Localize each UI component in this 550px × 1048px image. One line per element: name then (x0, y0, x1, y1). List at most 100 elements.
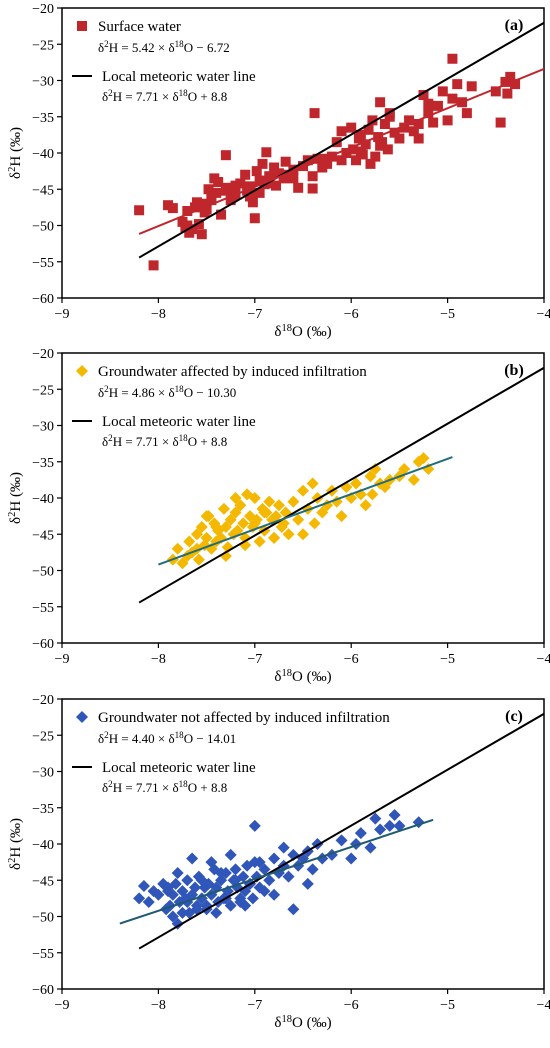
panel-1: −20 −25 −30 −35 −40 −45 −50 −55 −60−9 −8 −7 −6 −5 −4 δ… (7, 2, 550, 340)
data-point (413, 119, 424, 129)
data-point (162, 885, 175, 898)
x-tick-label: −4 (537, 998, 550, 1013)
x-axis-label-post: O (‰) (292, 1015, 332, 1031)
data-point (404, 115, 415, 126)
data-point (336, 155, 347, 166)
x-axis-label-pre: δ (274, 1015, 281, 1031)
y-tick-label: −25 (32, 38, 54, 53)
y-tick-label: −50 (32, 911, 54, 926)
data-point (171, 867, 184, 879)
y-axis-label-post: H (‰) (8, 127, 24, 167)
data-point (389, 127, 400, 138)
data-point (367, 115, 378, 126)
data-point (282, 870, 295, 883)
data-point (239, 899, 252, 912)
data-point (190, 202, 201, 213)
data-point (264, 171, 275, 182)
x-tick-label: −9 (55, 307, 70, 322)
legend-label: Groundwater affected by induced infiltra… (98, 364, 367, 380)
data-point (271, 180, 282, 191)
data-point (383, 819, 396, 832)
data-point (195, 874, 208, 887)
x-tick-label: −5 (440, 652, 455, 667)
data-point (288, 173, 299, 184)
data-point (510, 79, 521, 90)
legend-equation: δ2H = 7.71 × δ18O + 8.8 (102, 88, 227, 104)
data-point (270, 510, 283, 523)
x-tick-label: −8 (151, 307, 166, 322)
data-point (308, 517, 321, 530)
data-point (407, 473, 420, 486)
y-tick-label: −50 (32, 220, 54, 235)
legend-equation-pre: δ (102, 780, 108, 795)
legend-label: Local meteoric water line (102, 760, 256, 776)
data-point (203, 184, 214, 195)
legend-equation-mid: H = 7.71 × δ (113, 434, 179, 449)
panel-label: (b) (504, 362, 524, 379)
data-point (220, 185, 231, 196)
data-point (466, 81, 477, 92)
data-point (346, 122, 357, 133)
legend-label: Local meteoric water line (102, 414, 256, 430)
x-axis-label-sup: 18 (282, 323, 293, 334)
legend-equation-pre: δ (98, 40, 104, 55)
data-point (379, 119, 390, 129)
data-point (247, 197, 258, 208)
data-point (350, 477, 363, 490)
data-point (354, 827, 367, 840)
data-point (224, 513, 237, 526)
data-point (375, 97, 386, 108)
data-point (268, 888, 281, 901)
y-tick-label: −20 (32, 2, 54, 17)
y-tick-label: −45 (32, 874, 54, 889)
data-point (366, 488, 379, 501)
legend-equation-post: O + 8.8 (188, 89, 227, 104)
data-point (201, 204, 212, 215)
regression-line (119, 818, 434, 925)
data-point (246, 892, 259, 905)
data-point (263, 495, 276, 508)
data-point (364, 841, 377, 854)
data-point (182, 220, 193, 231)
legend-equation-post: O − 10.30 (184, 385, 236, 400)
data-point (251, 166, 262, 177)
data-point (192, 553, 205, 566)
x-tick-label: −9 (55, 998, 70, 1013)
data-point (382, 144, 393, 155)
data-point (234, 499, 247, 512)
data-point (297, 528, 309, 541)
data-point (369, 463, 382, 475)
legend-equation-pre: δ (102, 89, 108, 104)
panel-label: (c) (505, 708, 523, 725)
y-tick-label: −35 (32, 111, 54, 126)
data-point (215, 874, 228, 887)
data-point (210, 521, 223, 533)
y-axis-label: δ2H (‰) (7, 127, 25, 179)
plot-area (138, 366, 544, 604)
legend-marker (76, 365, 88, 377)
data-point (213, 177, 224, 187)
data-point (365, 158, 376, 169)
y-axis-label-pre: δ (8, 863, 24, 870)
y-tick-label: −60 (32, 292, 54, 307)
x-tick-label: −6 (344, 652, 359, 667)
x-axis-label-sup: 18 (282, 1014, 293, 1025)
data-point (322, 153, 333, 164)
x-tick-label: −8 (151, 998, 166, 1013)
data-point (206, 195, 217, 206)
legend-equation-mid: H = 4.40 × δ (109, 731, 175, 746)
data-point (309, 108, 320, 119)
y-tick-label: −20 (32, 693, 54, 708)
panel-2: −20 −25 −30 −35 −40 −45 −50 −55 −60−9 −8 −7 −6 −5 −4 δ… (7, 347, 550, 685)
legend-equation-post: O + 8.8 (188, 780, 227, 795)
data-point (148, 260, 159, 271)
x-axis-label: δ18O (‰) (274, 668, 331, 686)
y-tick-label: −60 (32, 983, 54, 998)
x-axis-label: δ18O (‰) (274, 323, 331, 341)
data-point (200, 510, 213, 523)
data-point (215, 867, 228, 879)
x-tick-label: −8 (151, 652, 166, 667)
data-point (220, 150, 231, 161)
data-point (205, 856, 218, 869)
data-point (336, 126, 347, 137)
